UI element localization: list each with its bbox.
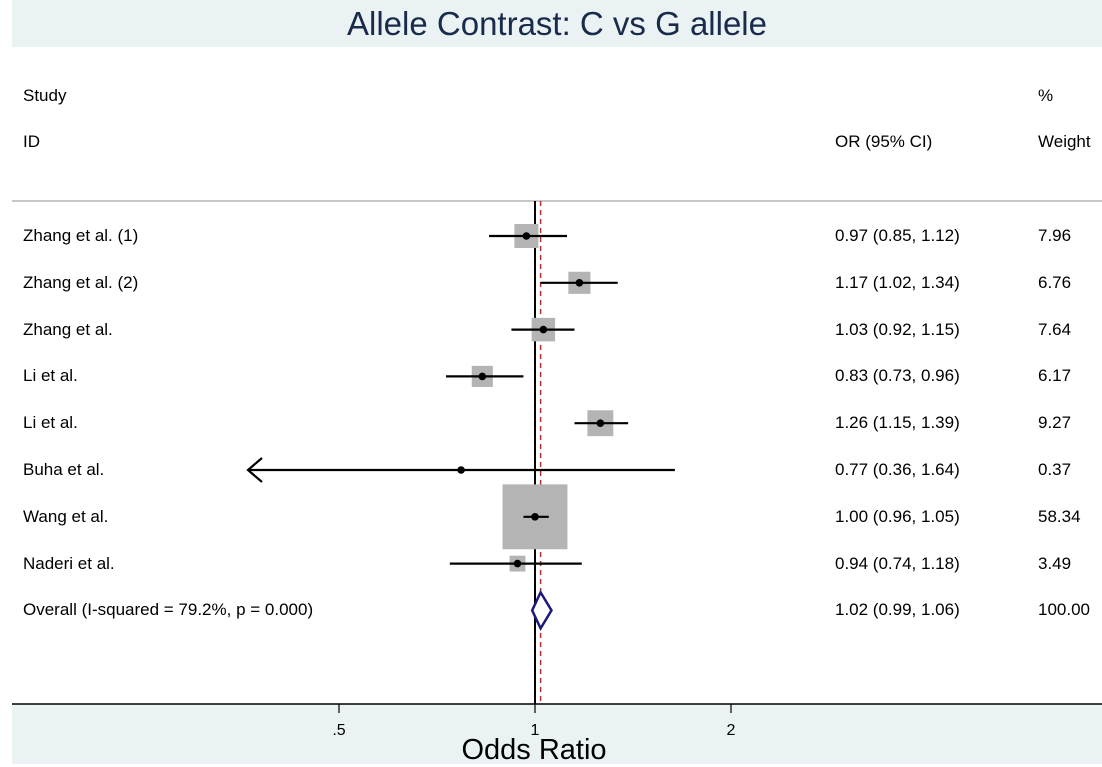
study-weight: 6.76 xyxy=(1038,272,1072,292)
ci-arrow xyxy=(246,457,263,483)
axis-band xyxy=(12,704,1102,764)
header-weight: Weight xyxy=(1038,132,1091,151)
header-id: ID xyxy=(23,132,40,151)
point-estimate xyxy=(457,466,465,474)
point-estimate xyxy=(522,232,531,240)
study-or-ci: 0.83 (0.73, 0.96) xyxy=(835,366,960,386)
study-label: Li et al. xyxy=(23,366,78,386)
x-tick-label: .5 xyxy=(332,722,345,739)
study-weight: 9.27 xyxy=(1038,413,1072,433)
point-estimate xyxy=(531,513,539,521)
study-weight: 7.64 xyxy=(1038,319,1072,339)
x-tick-label: 2 xyxy=(727,722,736,739)
point-estimate xyxy=(539,325,548,334)
point-estimate xyxy=(596,419,605,428)
point-estimate xyxy=(575,279,584,287)
study-label: Wang et al. xyxy=(23,506,109,526)
study-weight: 7.96 xyxy=(1038,226,1072,245)
x-axis-label: Odds Ratio xyxy=(461,734,607,766)
study-or-ci: 1.17 (1.02, 1.34) xyxy=(835,272,960,292)
header-percent: % xyxy=(1038,86,1054,105)
point-estimate xyxy=(513,559,522,568)
study-weight: 0.37 xyxy=(1038,460,1072,479)
overall-or-ci: 1.02 (0.99, 1.06) xyxy=(835,600,960,620)
study-or-ci: 0.77 (0.36, 1.64) xyxy=(835,460,960,479)
study-label: Li et al. xyxy=(23,413,78,433)
study-label: Buha et al. xyxy=(23,460,105,479)
study-or-ci: 0.97 (0.85, 1.12) xyxy=(835,226,960,245)
overall-diamond xyxy=(530,589,553,632)
study-label: Naderi et al. xyxy=(23,553,115,573)
study-label: Zhang et al. (1) xyxy=(23,226,139,245)
point-estimate xyxy=(478,372,487,381)
header-study: Study xyxy=(23,86,67,105)
overall-weight: 100.00 xyxy=(1038,600,1090,620)
study-weight: 6.17 xyxy=(1038,366,1072,386)
study-or-ci: 1.26 (1.15, 1.39) xyxy=(835,413,960,433)
chart-title: Allele Contrast: C vs G allele xyxy=(347,5,767,42)
study-or-ci: 1.00 (0.96, 1.05) xyxy=(835,506,960,526)
study-weight: 58.34 xyxy=(1038,506,1081,526)
study-label: Zhang et al. xyxy=(23,319,113,339)
header-or-ci: OR (95% CI) xyxy=(835,132,933,151)
study-weight: 3.49 xyxy=(1038,553,1072,573)
study-or-ci: 1.03 (0.92, 1.15) xyxy=(835,319,960,339)
overall-label: Overall (I-squared = 79.2%, p = 0.000) xyxy=(23,600,314,620)
study-or-ci: 0.94 (0.74, 1.18) xyxy=(835,553,960,573)
title-band xyxy=(12,0,1102,47)
x-tick-label: 1 xyxy=(531,722,540,739)
study-label: Zhang et al. (2) xyxy=(23,272,139,292)
